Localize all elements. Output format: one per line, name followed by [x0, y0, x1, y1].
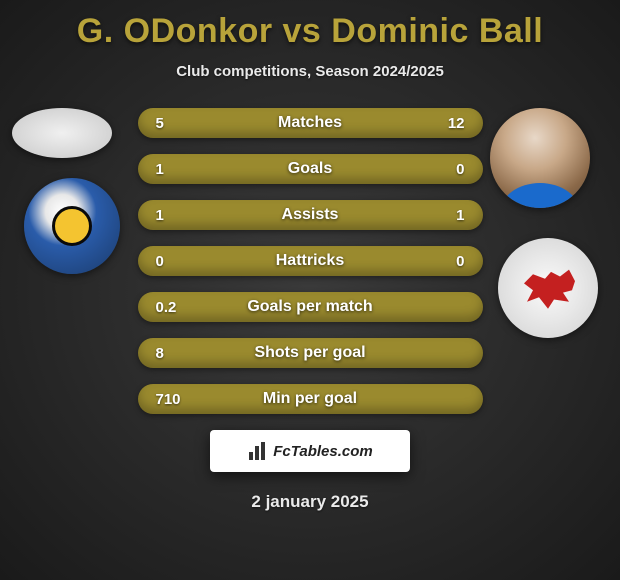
stat-bar: 1 Assists 1	[138, 200, 483, 230]
player-right-avatar	[490, 108, 590, 208]
stat-left-value: 8	[156, 345, 184, 362]
player-left-club-badge	[24, 178, 120, 274]
stat-bars: 5 Matches 12 1 Goals 0 1 Assists 1 0 Hat…	[138, 108, 483, 414]
dragon-icon	[518, 265, 578, 311]
stat-right-value: 0	[437, 161, 465, 178]
page-subtitle: Club competitions, Season 2024/2025	[0, 63, 620, 80]
branding-label: FcTables.com	[273, 443, 372, 460]
stat-left-value: 5	[156, 115, 184, 132]
stat-bar: 0.2 Goals per match	[138, 292, 483, 322]
stat-bar: 5 Matches 12	[138, 108, 483, 138]
player-right-club-badge	[498, 238, 598, 338]
player-left-avatar	[12, 108, 112, 158]
stat-right-value: 12	[437, 115, 465, 132]
stat-label: Min per goal	[138, 390, 483, 408]
stat-label: Goals per match	[138, 298, 483, 316]
stat-label: Hattricks	[138, 252, 483, 270]
stat-right-value: 0	[437, 253, 465, 270]
footer-date: 2 january 2025	[0, 492, 620, 512]
stat-left-value: 1	[156, 161, 184, 178]
stat-label: Shots per goal	[138, 344, 483, 362]
stat-bar: 1 Goals 0	[138, 154, 483, 184]
page-title: G. ODonkor vs Dominic Ball	[0, 0, 620, 51]
stat-left-value: 0	[156, 253, 184, 270]
bar-chart-icon	[247, 442, 267, 460]
stat-bar: 710 Min per goal	[138, 384, 483, 414]
stat-left-value: 1	[156, 207, 184, 224]
stat-bar: 8 Shots per goal	[138, 338, 483, 368]
branding-card: FcTables.com	[210, 430, 410, 472]
stat-label: Goals	[138, 160, 483, 178]
stat-label: Matches	[138, 114, 483, 132]
stat-right-value: 1	[437, 207, 465, 224]
stat-left-value: 0.2	[156, 299, 184, 316]
comparison-content: 5 Matches 12 1 Goals 0 1 Assists 1 0 Hat…	[0, 108, 620, 512]
stat-bar: 0 Hattricks 0	[138, 246, 483, 276]
stat-left-value: 710	[156, 391, 184, 408]
stat-label: Assists	[138, 206, 483, 224]
club-badge-inner	[52, 206, 92, 246]
